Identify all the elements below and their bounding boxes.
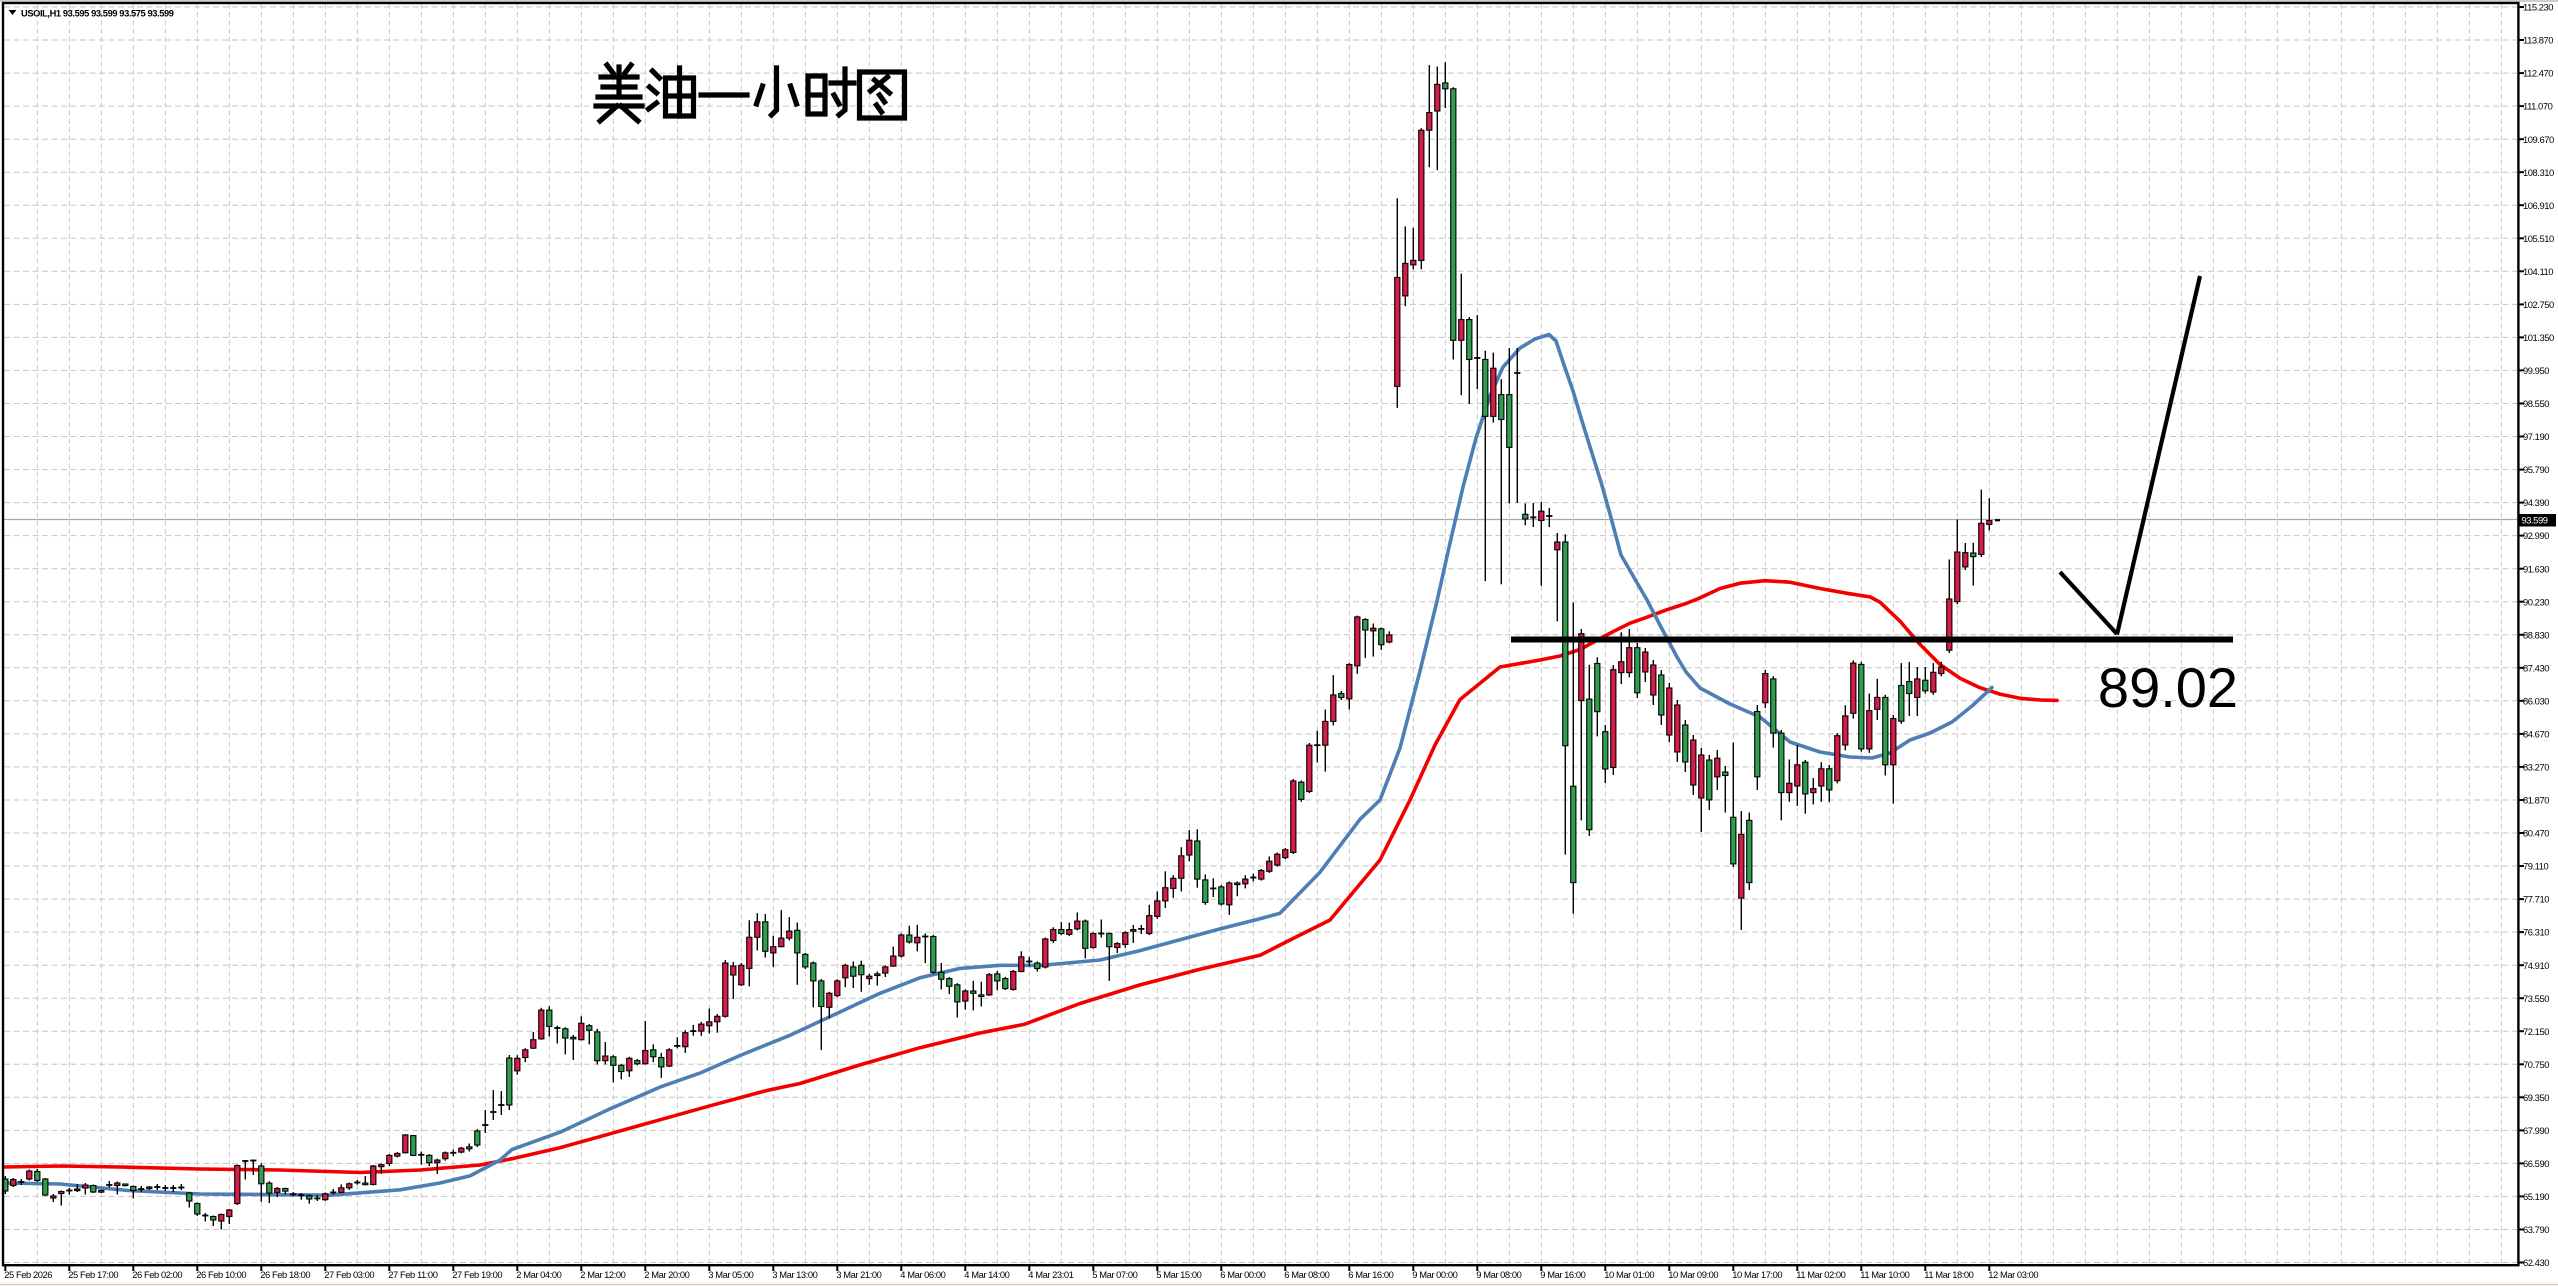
svg-text:92.990: 92.990 (2523, 530, 2549, 541)
svg-text:80.470: 80.470 (2523, 828, 2549, 839)
svg-text:112.470: 112.470 (2523, 68, 2553, 79)
svg-text:65.190: 65.190 (2523, 1191, 2549, 1202)
svg-text:6 Mar 00:00: 6 Mar 00:00 (1220, 1269, 1265, 1280)
svg-text:2 Mar 20:00: 2 Mar 20:00 (644, 1269, 689, 1280)
svg-text:26 Feb 18:00: 26 Feb 18:00 (260, 1269, 310, 1280)
svg-text:3 Mar 13:00: 3 Mar 13:00 (772, 1269, 817, 1280)
svg-text:105.510: 105.510 (2523, 233, 2554, 244)
svg-text:9 Mar 00:00: 9 Mar 00:00 (1412, 1269, 1457, 1280)
svg-text:27 Feb 11:00: 27 Feb 11:00 (388, 1269, 437, 1280)
svg-text:26 Feb 02:00: 26 Feb 02:00 (132, 1269, 182, 1280)
svg-text:69.350: 69.350 (2523, 1092, 2549, 1103)
svg-text:11 Mar 02:00: 11 Mar 02:00 (1796, 1269, 1845, 1280)
svg-text:66.590: 66.590 (2523, 1158, 2549, 1169)
svg-text:94.390: 94.390 (2523, 497, 2549, 508)
svg-text:76.310: 76.310 (2523, 927, 2549, 938)
svg-text:111.070: 111.070 (2523, 101, 2553, 112)
svg-text:93.599: 93.599 (2522, 515, 2548, 526)
svg-text:99.950: 99.950 (2523, 365, 2549, 376)
svg-text:25 Feb 2026: 25 Feb 2026 (4, 1269, 52, 1280)
svg-text:11 Mar 18:00: 11 Mar 18:00 (1924, 1269, 1973, 1280)
svg-text:27 Feb 03:00: 27 Feb 03:00 (324, 1269, 374, 1280)
svg-text:108.310: 108.310 (2523, 167, 2554, 178)
svg-text:95.790: 95.790 (2523, 464, 2549, 475)
svg-text:90.230: 90.230 (2523, 596, 2549, 607)
svg-text:97.190: 97.190 (2523, 431, 2549, 442)
svg-text:4 Mar 14:00: 4 Mar 14:00 (964, 1269, 1009, 1280)
svg-text:5 Mar 07:00: 5 Mar 07:00 (1092, 1269, 1137, 1280)
svg-text:81.870: 81.870 (2523, 795, 2549, 806)
svg-text:6 Mar 16:00: 6 Mar 16:00 (1348, 1269, 1393, 1280)
svg-text:4 Mar 23:01: 4 Mar 23:01 (1028, 1269, 1073, 1280)
svg-text:115.230: 115.230 (2523, 2, 2553, 13)
svg-text:101.350: 101.350 (2523, 332, 2554, 343)
svg-text:91.630: 91.630 (2523, 563, 2549, 574)
svg-text:63.790: 63.790 (2523, 1224, 2549, 1235)
svg-text:106.910: 106.910 (2523, 200, 2554, 211)
svg-text:12 Mar 03:00: 12 Mar 03:00 (1988, 1269, 2038, 1280)
svg-text:9 Mar 16:00: 9 Mar 16:00 (1540, 1269, 1585, 1280)
svg-text:62.430: 62.430 (2523, 1257, 2549, 1268)
svg-text:67.990: 67.990 (2523, 1125, 2549, 1136)
svg-text:2 Mar 12:00: 2 Mar 12:00 (580, 1269, 625, 1280)
svg-text:6 Mar 08:00: 6 Mar 08:00 (1284, 1269, 1329, 1280)
svg-text:27 Feb 19:00: 27 Feb 19:00 (452, 1269, 502, 1280)
svg-text:5 Mar 15:00: 5 Mar 15:00 (1156, 1269, 1201, 1280)
svg-text:109.670: 109.670 (2523, 134, 2554, 145)
svg-text:83.270: 83.270 (2523, 762, 2549, 773)
svg-text:26 Feb 10:00: 26 Feb 10:00 (196, 1269, 246, 1280)
svg-text:10 Mar 09:00: 10 Mar 09:00 (1668, 1269, 1718, 1280)
svg-text:88.830: 88.830 (2523, 629, 2549, 640)
svg-text:86.030: 86.030 (2523, 695, 2549, 706)
svg-text:USOIL,H1 93.595 93.599 93.575: USOIL,H1 93.595 93.599 93.575 93.599 (21, 9, 174, 19)
svg-text:2 Mar 04:00: 2 Mar 04:00 (516, 1269, 561, 1280)
svg-text:87.430: 87.430 (2523, 662, 2549, 673)
svg-text:79.110: 79.110 (2523, 861, 2549, 872)
svg-text:3 Mar 05:00: 3 Mar 05:00 (708, 1269, 753, 1280)
svg-text:73.550: 73.550 (2523, 993, 2549, 1004)
svg-text:89.02: 89.02 (2098, 656, 2238, 719)
svg-text:3 Mar 21:00: 3 Mar 21:00 (836, 1269, 881, 1280)
svg-text:113.870: 113.870 (2523, 35, 2553, 46)
svg-text:84.670: 84.670 (2523, 729, 2549, 740)
svg-text:77.710: 77.710 (2523, 894, 2549, 905)
svg-text:4 Mar 06:00: 4 Mar 06:00 (900, 1269, 945, 1280)
svg-text:98.550: 98.550 (2523, 398, 2549, 409)
svg-text:104.110: 104.110 (2523, 266, 2553, 277)
svg-text:10 Mar 17:00: 10 Mar 17:00 (1732, 1269, 1782, 1280)
svg-text:74.910: 74.910 (2523, 960, 2549, 971)
svg-text:9 Mar 08:00: 9 Mar 08:00 (1476, 1269, 1521, 1280)
svg-text:72.150: 72.150 (2523, 1026, 2549, 1037)
svg-text:70.750: 70.750 (2523, 1059, 2549, 1070)
svg-text:25 Feb 17:00: 25 Feb 17:00 (68, 1269, 118, 1280)
svg-text:11 Mar 10:00: 11 Mar 10:00 (1860, 1269, 1909, 1280)
svg-text:102.750: 102.750 (2523, 299, 2554, 310)
svg-text:10 Mar 01:00: 10 Mar 01:00 (1604, 1269, 1654, 1280)
